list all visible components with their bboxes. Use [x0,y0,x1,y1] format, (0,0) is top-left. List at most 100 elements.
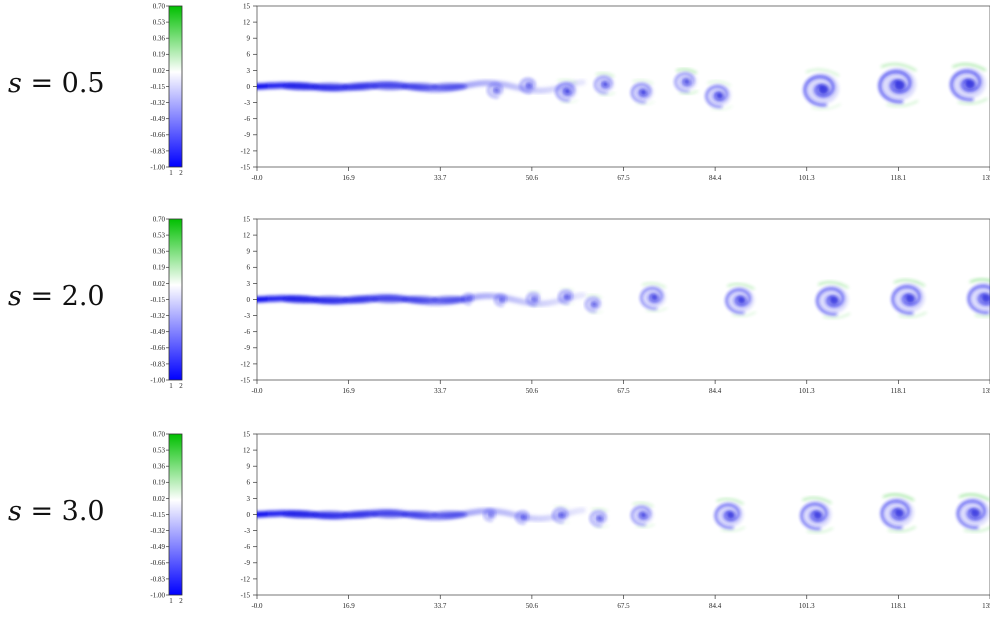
x-tick-label: 16.9 [343,387,356,395]
vortex-green-filament [880,63,917,72]
vortex-green-filament [822,312,851,319]
vortex-core [640,511,648,519]
colorbar-tick-label: -1.00 [150,591,165,599]
vortex-green-filament [595,72,615,78]
jet-blob [342,83,378,90]
vortex-green-filament [561,302,576,306]
vortex-arm [956,500,986,529]
colorbar-tick-label: 0.70 [153,2,166,10]
y-tick-label: 15 [243,2,251,10]
colorbar [168,218,183,381]
y-tick-label: 3 [247,495,251,503]
colorbar-tick-label: 0.02 [153,67,166,75]
vortex-green-filament [720,526,746,532]
x-tick-label: 16.9 [343,174,356,182]
vortex-arm [967,285,990,314]
colorbar-tick-label: -0.15 [150,296,165,304]
vortex-core [559,512,565,518]
field-layer [257,278,990,319]
vortex-green-filament [731,311,757,317]
colorbar-tick-label: -0.83 [150,360,165,368]
vortex-core [894,508,905,518]
vortex-green-filament [710,105,733,111]
x-tick-label: 67.5 [617,387,630,395]
colorbar-tick-label: -1.00 [150,376,165,384]
vortex-core [489,512,494,517]
vortex-core [980,293,990,303]
y-tick-label: 12 [243,447,251,455]
vortex-green-filament [586,294,603,299]
vortex-green-filament [556,521,571,525]
jet-blob [432,83,468,90]
colorbar-tick-label: 0.36 [153,463,166,471]
vortex-arm [631,83,651,103]
vortex-green-filament [559,287,575,292]
colorbar-tick-label: -0.32 [150,99,165,107]
vortex-green-filament [974,314,990,318]
x-tick-label: 101.3 [799,174,815,182]
vortex-core [526,82,532,88]
colorbar-tick-label: -0.49 [150,543,165,551]
jet-blob [312,511,348,518]
vortex-core [726,511,736,520]
x-tick-label: 118.1 [891,387,907,395]
vortex-green-filament [811,103,842,110]
y-tick-label: -3 [244,527,250,535]
vortex-core [970,508,981,518]
vortex-green-filament [818,281,849,289]
vortex-green-filament [553,504,570,510]
x-tick-label: 50.6 [526,387,539,395]
colorbar-tick-label: -0.49 [150,115,165,123]
x-tick-label: 135.0 [982,174,990,182]
x-tick-label: 67.5 [617,174,630,182]
vortex-green-filament [952,63,987,72]
vortex-green-filament [957,98,988,105]
x-tick-label: 33.7 [434,174,447,182]
vortex-arm [585,297,600,313]
vortex-green-filament [963,526,990,533]
x-tick-label: 16.9 [343,602,356,610]
jet-blob [283,83,318,90]
colorbar-tick-label: -0.15 [150,83,165,91]
vortex-arm [552,508,568,523]
colorbar-tick-label: -0.32 [150,312,165,320]
colorbar-bottom-label: 1 [169,597,173,605]
y-tick-label: 15 [243,430,251,438]
y-tick-label: 3 [247,67,251,75]
y-tick-label: -6 [244,328,250,336]
vortex-green-filament [707,80,732,87]
colorbar-tick-label: -0.83 [150,147,165,155]
y-tick-label: 9 [247,463,251,471]
x-tick-label: -0.0 [251,174,263,182]
jet-blob [402,511,438,518]
vortex-core [650,293,659,302]
jet-blob [402,83,438,90]
vortex-green-filament [675,68,698,74]
colorbar-tick-label: -0.15 [150,511,165,519]
heatmap-svg: 0.70 0.53 0.36 0.19 0.02 -0.15 -0.32 -0.49 -0.66… [150,430,990,610]
colorbar-bottom-label: 2 [179,382,183,390]
vortex-core [564,294,570,299]
vortex-core [683,78,691,85]
vortex-arm [950,70,982,102]
colorbar-tick-label: 0.36 [153,248,166,256]
vortex-arm [526,293,540,306]
vortex-core [893,79,906,91]
colorbar [168,433,183,596]
vortex-arm [487,83,502,98]
vortex-green-filament [635,100,655,106]
x-tick-label: -0.0 [251,387,263,395]
x-tick-label: 33.7 [434,602,447,610]
jet-blob [312,296,348,303]
vortex-green-filament [556,78,578,84]
vortex-arm [816,287,845,316]
y-tick-label: 6 [247,479,251,487]
vortex-green-filament [632,79,654,85]
vortex-core [640,89,648,96]
vortex-green-filament [598,91,616,96]
x-tick-label: 33.7 [434,387,447,395]
y-tick-label: 15 [243,215,251,223]
vortex-arm [640,287,663,310]
field-layer [257,63,988,111]
vortex-green-filament [893,279,926,287]
